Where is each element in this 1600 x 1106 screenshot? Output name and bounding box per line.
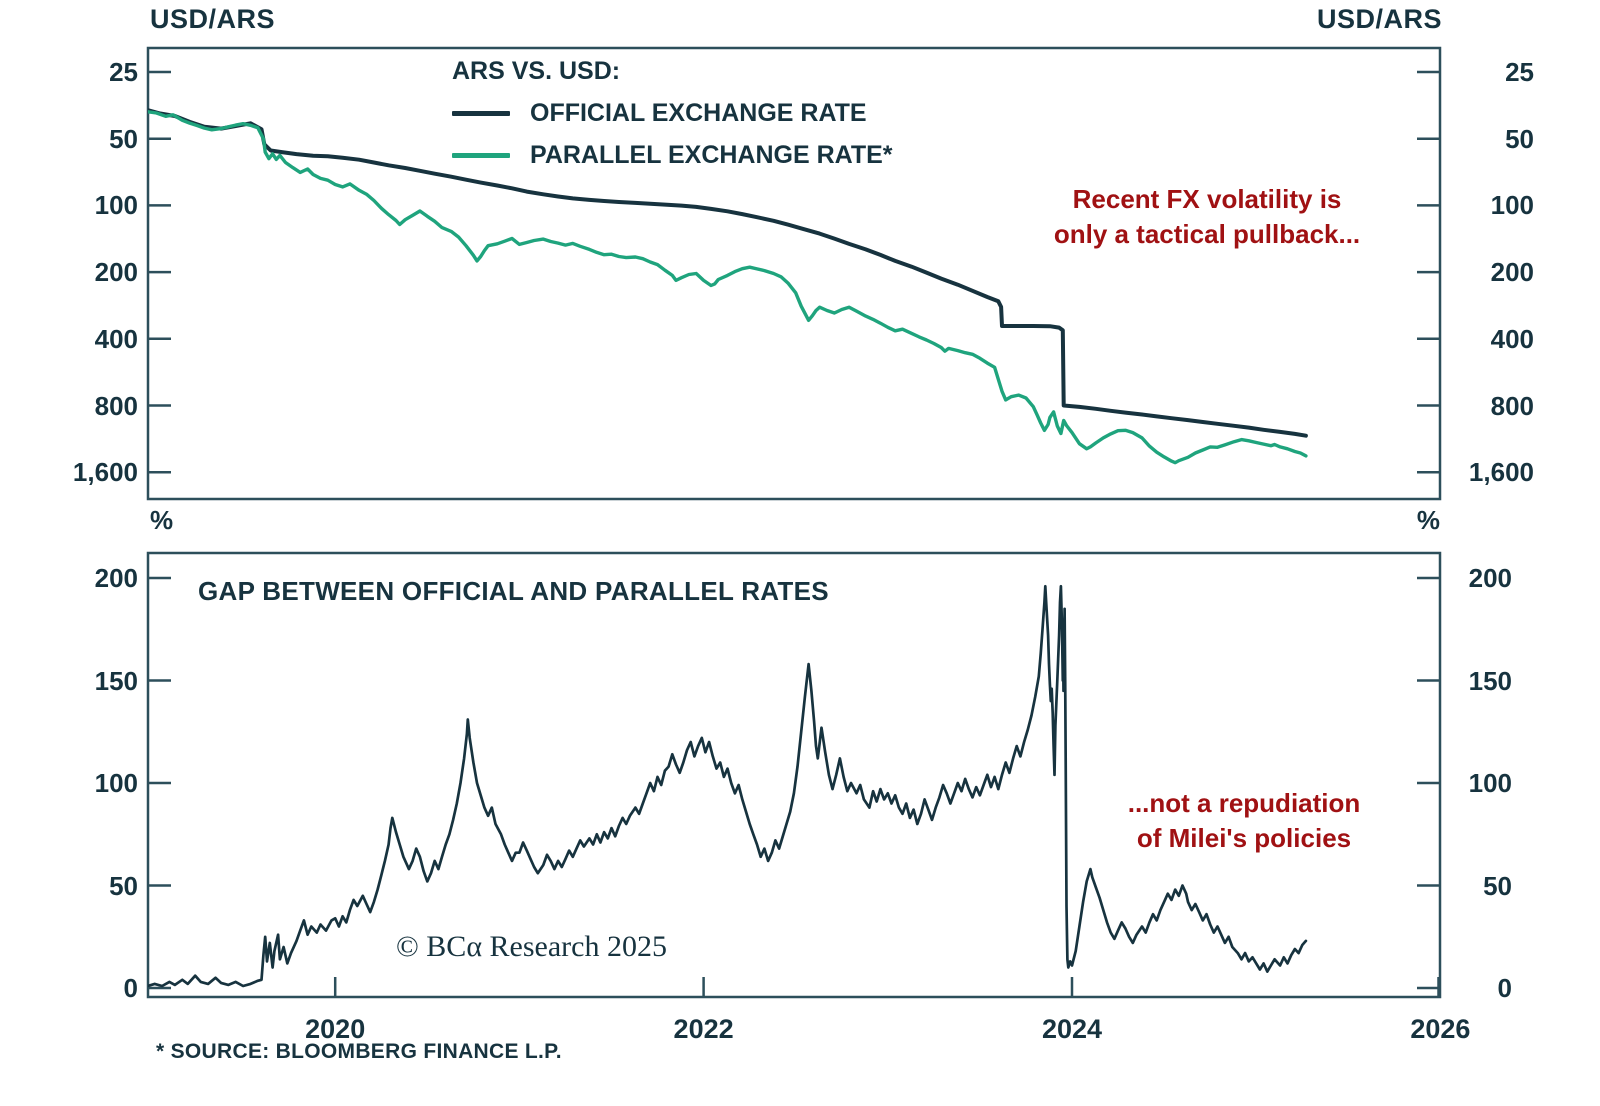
gap-chart-title: GAP BETWEEN OFFICIAL AND PARALLEL RATES [198,576,829,606]
y-tick-label-left: 100 [94,190,138,221]
y-tick-label-left: 200 [94,257,138,288]
series-line-gap [148,584,1308,988]
copyright-watermark: © BCα Research 2025 [396,930,667,963]
y-tick-label-right: 25 [1505,57,1534,87]
y-tick-label-left: 150 [94,665,138,696]
y-tick-label-left: 100 [94,768,138,798]
annotation-milei-policies: ...not a repudiation of Milei's policies [1127,788,1361,853]
y-tick-label-right: 200 [1468,563,1512,593]
parallel-line-swatch-icon [452,152,510,158]
legend-label-parallel: PARALLEL EXCHANGE RATE* [530,140,893,169]
x-axis-year-label: 2022 [673,1014,734,1044]
x-axis-year-label: 2024 [1041,1014,1103,1044]
legend-row-official: OFFICIAL EXCHANGE RATE [452,98,893,128]
legend: ARS VS. USD: OFFICIAL EXCHANGE RATE PARA… [452,56,893,170]
x-axis-year-label: 2020 [305,1014,366,1044]
y-axis-unit-top-right: USD/ARS [1316,4,1442,34]
legend-title: ARS VS. USD: [452,57,621,85]
legend-row-parallel: PARALLEL EXCHANGE RATE* [452,140,893,170]
y-tick-label-left: 50 [109,870,138,901]
y-tick-label-right: 150 [1468,665,1512,696]
y-axis-unit-top-left: USD/ARS [150,4,276,34]
y-tick-label-left: 1,600 [72,457,138,488]
y-tick-label-right: 1,600 [1468,457,1534,488]
annotation-fx-volatility: Recent FX volatility is only a tactical … [1053,184,1361,249]
series-line-parallel [148,110,1308,465]
y-tick-label-right: 100 [1468,768,1512,798]
x-axis-year-label: 2026 [1410,1014,1471,1044]
y-tick-label-right: 0 [1497,973,1512,1003]
y-tick-label-left: 25 [109,57,138,87]
y-tick-label-right: 50 [1483,870,1512,901]
y-tick-label-left: 400 [94,323,138,354]
y-tick-label-left: 50 [109,123,138,154]
y-tick-label-right: 50 [1505,123,1534,154]
y-tick-label-left: 0 [123,973,138,1003]
legend-label-official: OFFICIAL EXCHANGE RATE [530,98,867,127]
y-axis-unit-mid-left: % [150,505,174,535]
y-tick-label-right: 200 [1490,257,1534,288]
y-tick-label-left: 800 [94,390,138,421]
y-tick-label-right: 400 [1490,323,1534,354]
y-axis-unit-mid-right: % [1416,505,1440,535]
y-tick-label-left: 200 [94,563,138,593]
y-tick-label-right: 800 [1490,390,1534,421]
y-tick-label-right: 100 [1490,190,1534,221]
source-note: * SOURCE: BLOOMBERG FINANCE L.P. [156,1040,562,1063]
series-line-official [148,108,1308,438]
official-line-swatch-icon [452,110,510,116]
